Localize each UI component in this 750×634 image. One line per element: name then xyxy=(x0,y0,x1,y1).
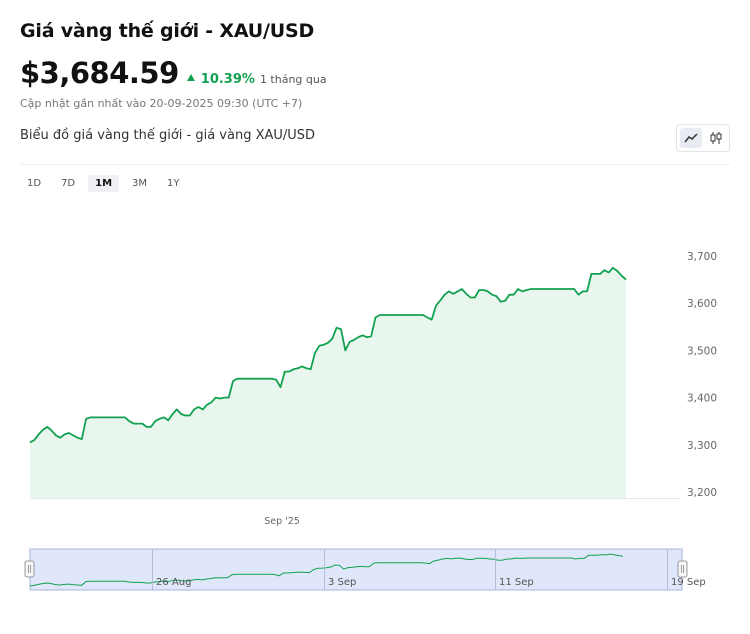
change-percent: 10.39% xyxy=(200,72,255,87)
current-price: $3,684.59 xyxy=(20,56,179,90)
candlestick-icon xyxy=(710,132,722,144)
y-tick-label: 3,200 xyxy=(687,487,717,499)
navigator-tick-label: 26 Aug xyxy=(156,577,191,588)
price-line xyxy=(29,266,627,444)
y-tick-label: 3,300 xyxy=(687,440,717,452)
range-1m[interactable]: 1M xyxy=(88,175,120,192)
navigator-selection[interactable] xyxy=(29,548,683,591)
change-period: 1 tháng qua xyxy=(259,73,327,86)
range-selector: 1D 7D 1M 3M 1Y xyxy=(20,175,193,192)
page-title: Giá vàng thế giới - XAU/USD xyxy=(20,20,315,42)
line-chart-button[interactable] xyxy=(680,128,702,148)
section-divider xyxy=(20,164,730,165)
navigator-tick-label: 11 Sep xyxy=(499,577,534,588)
chart-title: Biểu đồ giá vàng thế giới - giá vàng XAU… xyxy=(20,128,316,143)
navigator-tick-label: 19 Sep xyxy=(671,577,706,588)
navigator-line xyxy=(29,553,624,587)
price-summary: $3,684.59 10.39% 1 tháng qua xyxy=(20,56,327,90)
candlestick-button[interactable] xyxy=(705,128,727,148)
y-tick-label: 3,600 xyxy=(687,298,717,310)
x-tick-label: Sep '25 xyxy=(264,516,300,527)
navigator-tick-label: 3 Sep xyxy=(328,577,356,588)
navigator-left-handle[interactable] xyxy=(24,560,35,578)
y-tick-label: 3,700 xyxy=(687,251,717,263)
price-area xyxy=(30,267,626,498)
y-tick-label: 3,500 xyxy=(687,345,717,357)
navigator-right-handle[interactable] xyxy=(677,560,688,578)
price-change: 10.39% 1 tháng qua xyxy=(186,72,327,87)
range-1y[interactable]: 1Y xyxy=(167,178,180,189)
chart-type-toggle xyxy=(676,124,730,152)
range-3m[interactable]: 3M xyxy=(132,178,148,189)
y-tick-label: 3,400 xyxy=(687,393,717,405)
range-7d[interactable]: 7D xyxy=(61,178,76,189)
last-updated: Cập nhật gần nhất vào 20-09-2025 09:30 (… xyxy=(20,97,303,110)
up-arrow-icon xyxy=(186,74,195,81)
range-1d[interactable]: 1D xyxy=(27,178,42,189)
line-chart-icon xyxy=(684,133,698,143)
